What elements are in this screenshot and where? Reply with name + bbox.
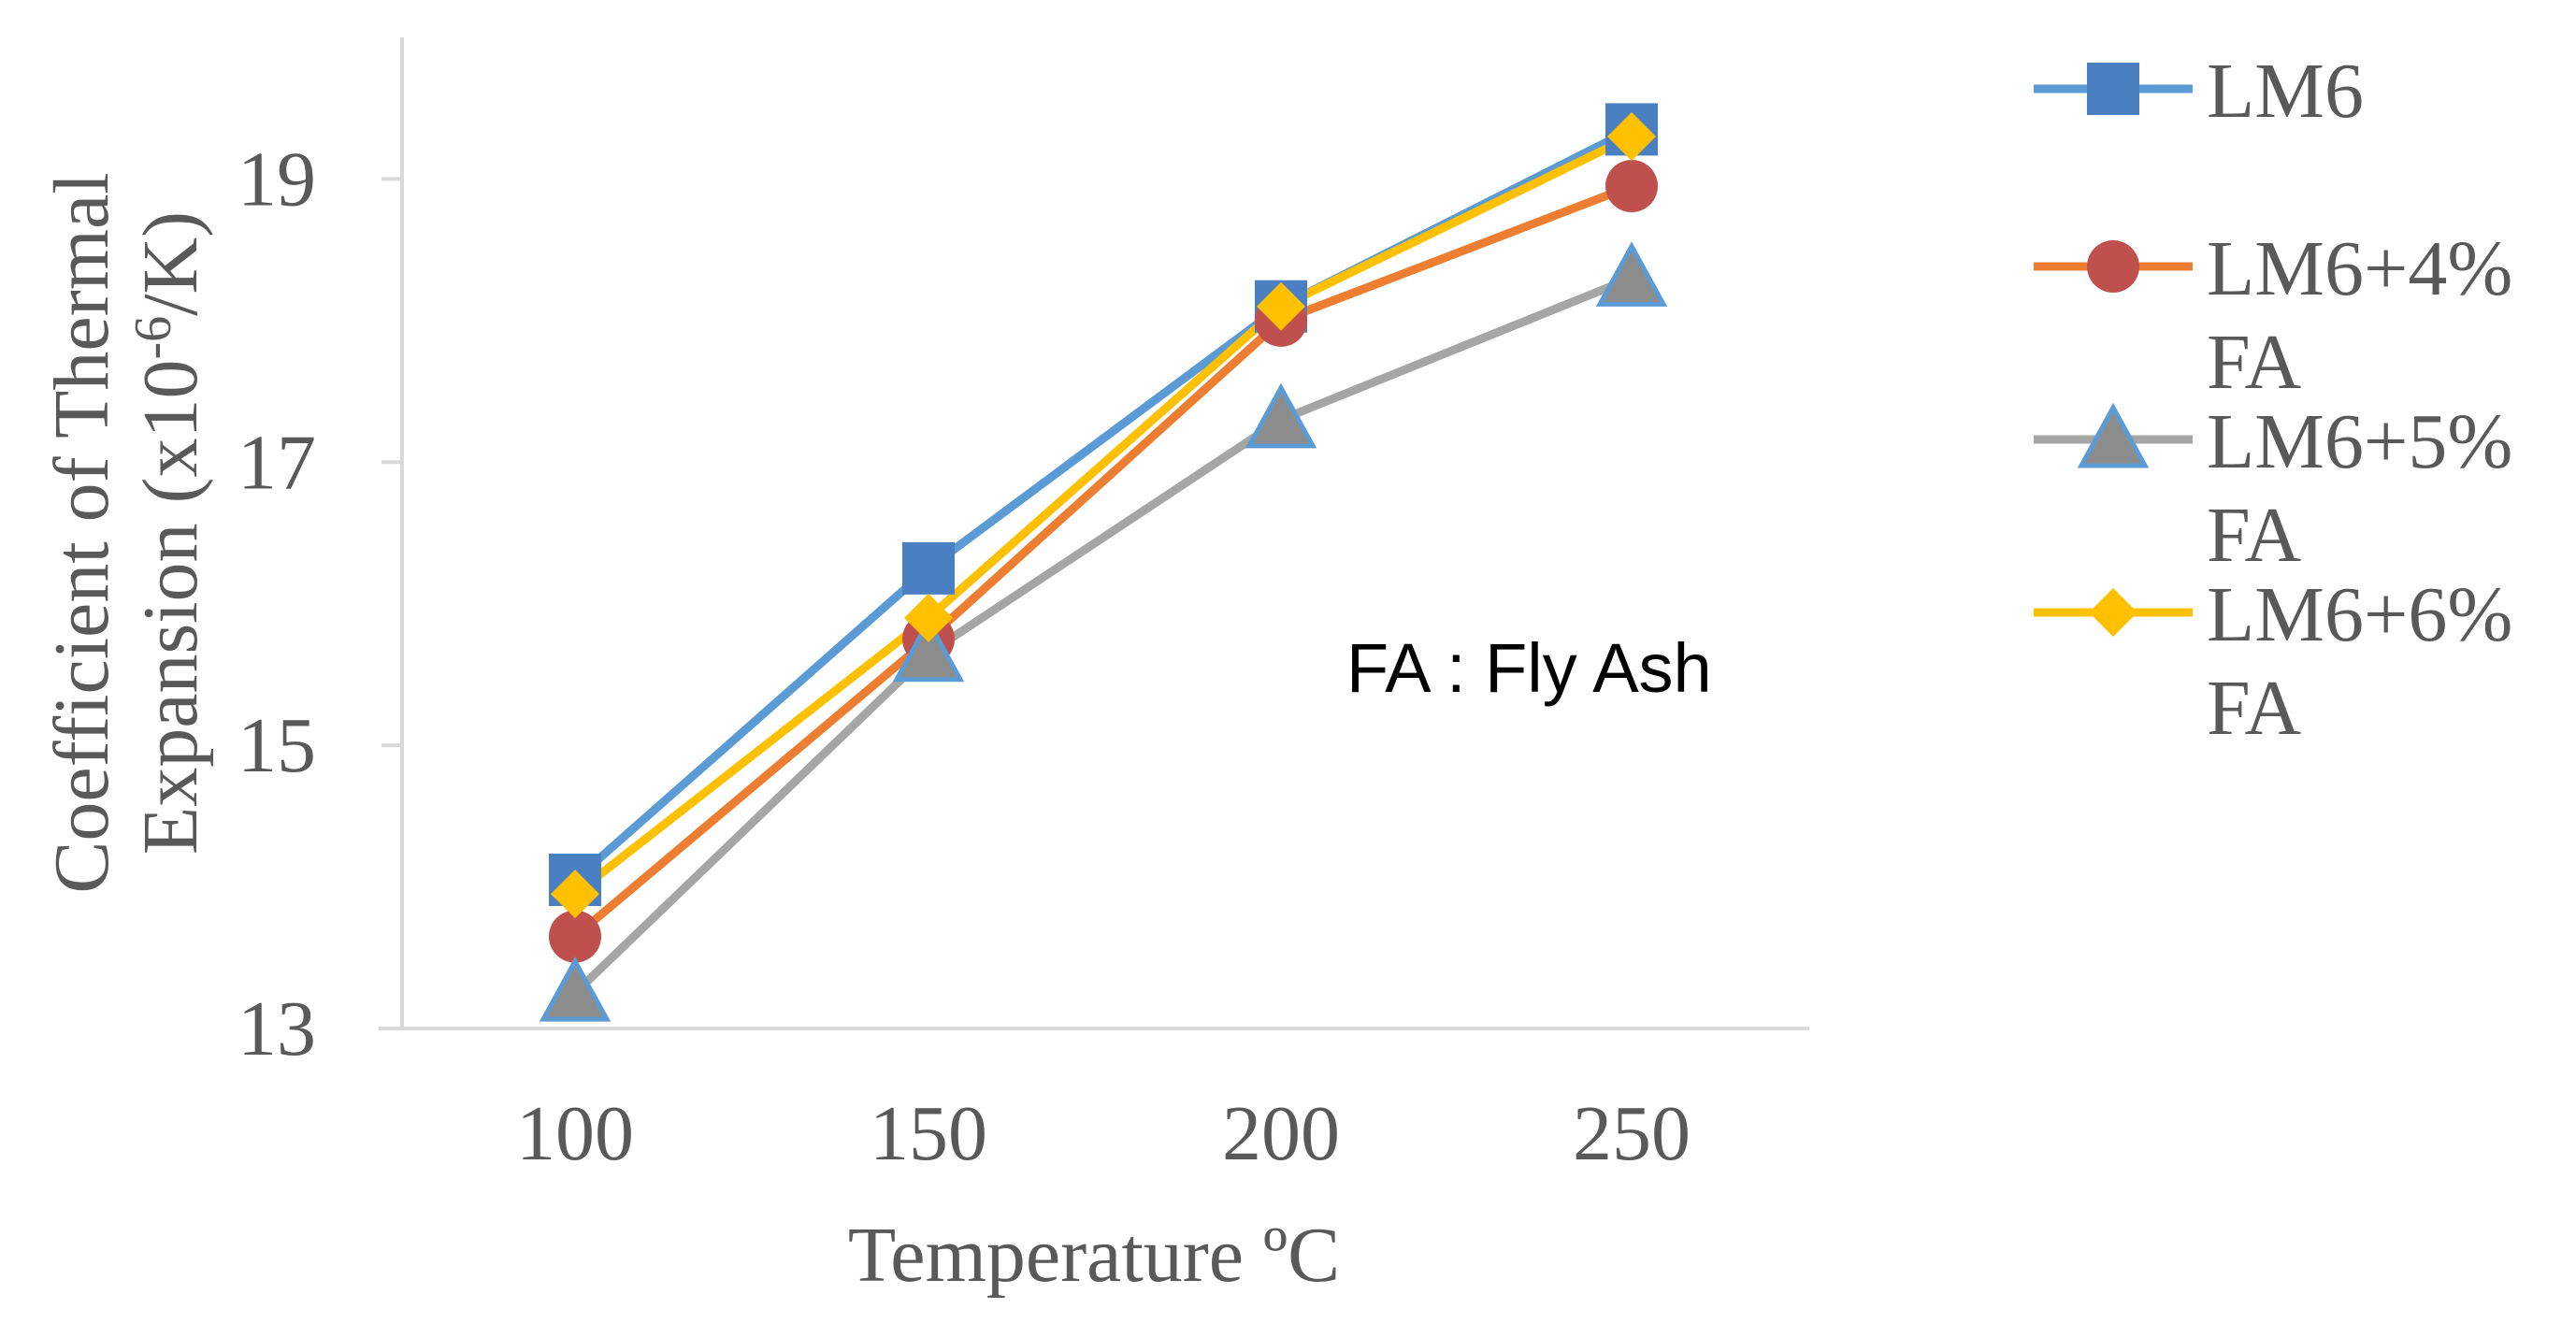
- legend-marker: [2089, 588, 2137, 637]
- y-axis-title-line-2: Expansion (x10-6/K): [124, 211, 214, 855]
- y-tick-label: 17: [237, 419, 316, 506]
- data-point-series-4: [1607, 112, 1656, 161]
- y-tick-label: 19: [237, 136, 316, 223]
- legend-label-line-2: FA: [2207, 492, 2301, 579]
- data-point-series-2: [1605, 160, 1658, 212]
- data-point-series-3: [892, 616, 965, 683]
- x-tick-label: 250: [1573, 1090, 1691, 1177]
- axes: [379, 37, 1809, 1030]
- data-point-series-2: [549, 910, 601, 963]
- legend-marker: [2087, 240, 2139, 293]
- legend-label: LM6+4%: [2207, 225, 2512, 312]
- series-lines: [570, 124, 1636, 998]
- data-point-series-4: [1257, 281, 1305, 331]
- series-line-3: [570, 273, 1636, 998]
- data-point-series-3: [539, 956, 612, 1022]
- legend-label: LM6+6%: [2207, 571, 2512, 658]
- series-line-4: [570, 132, 1636, 899]
- legend-label: LM6: [2207, 48, 2364, 135]
- legend-entry-1: LM6: [2034, 48, 2364, 135]
- x-tick-labels: 100 150 200 250: [516, 1090, 1691, 1177]
- legend-entry-3: LM6+5%FA: [2034, 398, 2512, 579]
- y-tick-label: 13: [237, 985, 316, 1072]
- y-axis-title-prefix: Expansion (x10: [127, 360, 214, 856]
- data-point-series-1: [902, 541, 955, 595]
- annotation-fly-ash: FA : Fly Ash: [1346, 629, 1712, 707]
- y-axis-title-suffix: /K): [127, 211, 214, 316]
- y-axis-title-superscript: -6: [124, 316, 182, 360]
- x-axis-title: Temperature ºC: [848, 1212, 1340, 1299]
- x-tick-label: 150: [870, 1090, 987, 1177]
- y-tick-labels: 13 15 17 19: [237, 136, 402, 1072]
- y-tick-label: 15: [237, 702, 316, 789]
- data-point-series-3: [1245, 382, 1317, 449]
- legend-entry-2: LM6+4%FA: [2034, 225, 2512, 406]
- data-point-series-4: [904, 593, 953, 642]
- legend-marker: [2087, 63, 2139, 115]
- data-point-series-4: [551, 870, 599, 919]
- data-point-series-3: [1595, 241, 1668, 307]
- legend-label-line-2: FA: [2207, 319, 2301, 406]
- legend-label: LM6+5%: [2207, 398, 2512, 485]
- series-markers: [539, 103, 1668, 1022]
- x-tick-label: 200: [1222, 1090, 1340, 1177]
- legend-marker: [2077, 402, 2150, 468]
- series-layer: [539, 103, 1668, 1022]
- y-axis-title-line-1: Coefficient of Thermal: [38, 172, 125, 893]
- legend-label-line-2: FA: [2207, 665, 2301, 752]
- series-line-2: [570, 181, 1636, 942]
- legend-entry-4: LM6+6%FA: [2034, 571, 2512, 752]
- x-tick-label: 100: [516, 1090, 634, 1177]
